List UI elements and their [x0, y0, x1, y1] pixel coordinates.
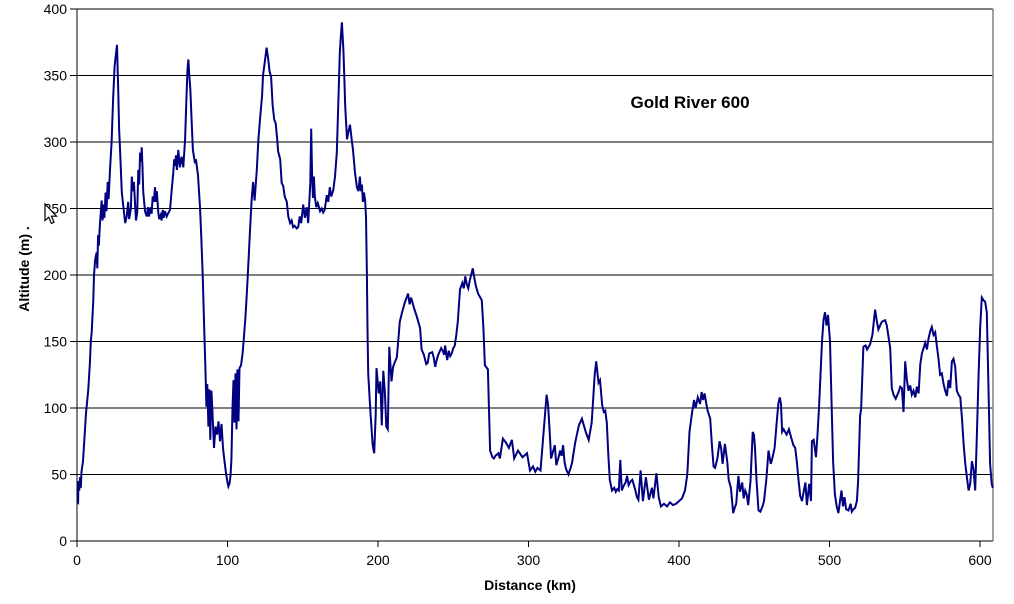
chart-title: Gold River 600 [630, 93, 750, 112]
y-axis-title: Altitude (m) . [16, 226, 32, 312]
x-axis-title: Distance (km) [484, 577, 576, 593]
x-tick-label: 200 [366, 552, 390, 568]
y-tick-label: 300 [44, 134, 68, 150]
x-tick-label: 100 [216, 552, 240, 568]
x-tick-label: 0 [73, 552, 81, 568]
y-tick-label: 0 [59, 533, 67, 549]
x-tick-label: 400 [667, 552, 691, 568]
mouse-cursor-icon [44, 202, 58, 225]
y-tick-label: 150 [44, 334, 68, 350]
y-tick-label: 100 [44, 400, 68, 416]
elevation-line [76, 22, 994, 515]
y-tick-label: 50 [51, 467, 67, 483]
x-tick-label: 300 [517, 552, 541, 568]
y-tick-label: 200 [44, 267, 68, 283]
x-tick-label: 600 [968, 552, 992, 568]
y-tick-label: 400 [44, 1, 68, 17]
y-tick-label: 350 [44, 68, 68, 84]
x-tick-label: 500 [818, 552, 842, 568]
